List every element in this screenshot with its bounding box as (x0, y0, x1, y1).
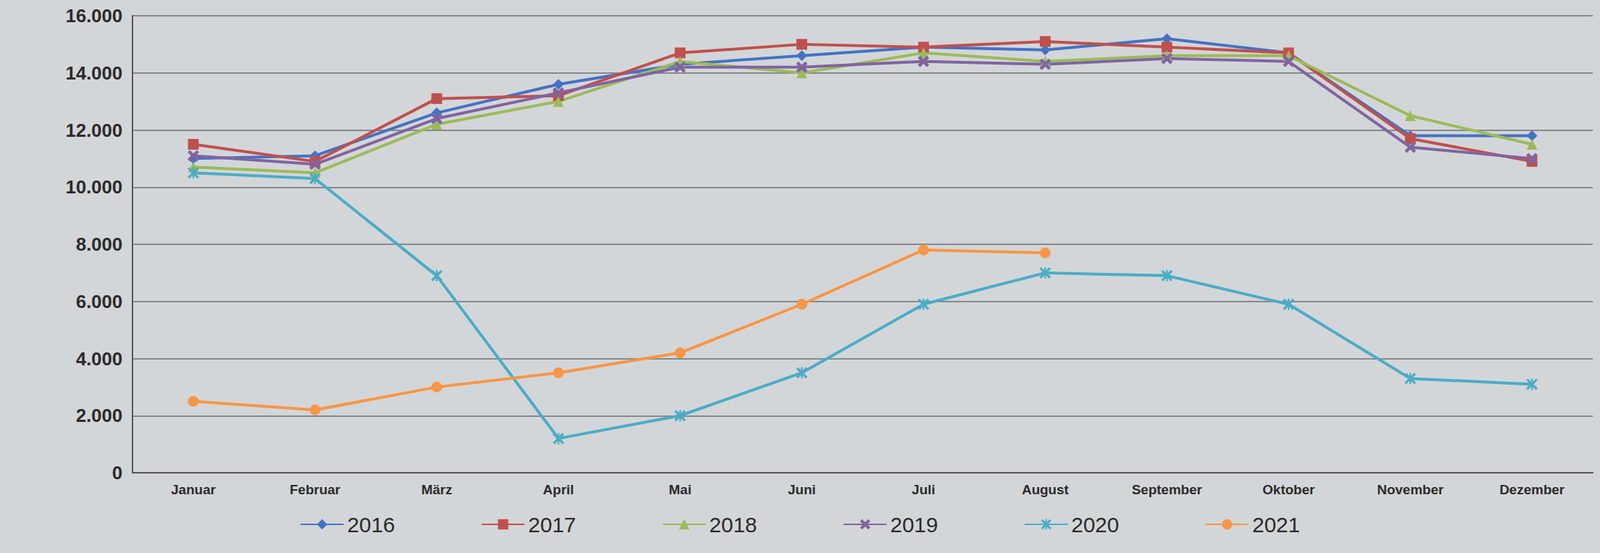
svg-text:2021: 2021 (1251, 512, 1300, 537)
svg-text:10.000: 10.000 (65, 176, 123, 198)
svg-text:4.000: 4.000 (75, 348, 123, 370)
svg-text:Dezember: Dezember (1499, 482, 1565, 498)
svg-text:November: November (1377, 482, 1445, 498)
svg-text:Juni: Juni (787, 482, 816, 498)
svg-text:0: 0 (112, 461, 123, 484)
svg-text:14.000: 14.000 (65, 62, 123, 84)
svg-text:2019: 2019 (890, 512, 939, 537)
svg-text:Februar: Februar (290, 482, 341, 498)
svg-text:2017: 2017 (528, 512, 577, 537)
svg-text:August: August (1022, 482, 1070, 498)
svg-text:Juli: Juli (911, 482, 936, 498)
svg-text:Mai: Mai (668, 482, 692, 498)
svg-text:2020: 2020 (1071, 512, 1120, 537)
svg-text:September: September (1131, 482, 1203, 498)
svg-text:Januar: Januar (171, 482, 217, 498)
svg-text:März: März (421, 482, 452, 498)
svg-text:8.000: 8.000 (75, 233, 123, 255)
svg-text:2.000: 2.000 (75, 404, 123, 427)
svg-text:12.000: 12.000 (65, 119, 123, 142)
svg-text:2016: 2016 (347, 512, 396, 537)
svg-text:6.000: 6.000 (75, 290, 123, 313)
svg-text:2018: 2018 (709, 512, 758, 537)
svg-text:Oktober: Oktober (1262, 482, 1315, 498)
svg-text:April: April (542, 482, 574, 498)
svg-text:16.000: 16.000 (65, 5, 123, 27)
